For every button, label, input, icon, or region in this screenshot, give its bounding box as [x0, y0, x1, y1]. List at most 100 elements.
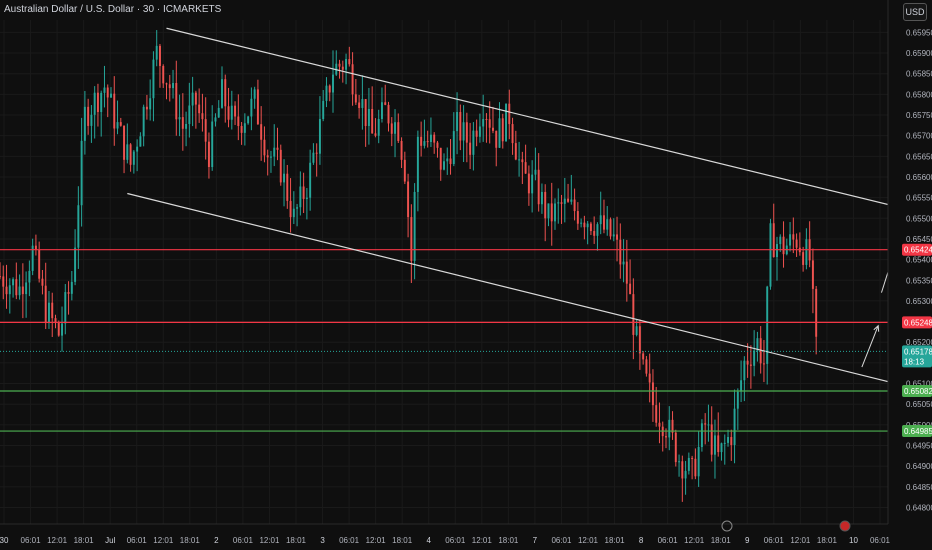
candle-body: [436, 142, 439, 148]
candle-body: [557, 202, 560, 204]
candle-body: [351, 64, 354, 95]
candle-body: [573, 199, 576, 212]
currency-button[interactable]: USD: [903, 3, 927, 21]
x-tick-label: 9: [745, 536, 750, 545]
candle-body: [746, 360, 749, 365]
candle-body: [665, 436, 667, 438]
candle-body: [433, 134, 436, 143]
candle-body: [730, 437, 733, 446]
candle-body: [302, 186, 305, 199]
candle-body: [501, 118, 504, 142]
candle-body: [283, 173, 286, 183]
x-tick-label: 06:01: [445, 536, 466, 545]
candle-body: [237, 116, 240, 127]
candle-body: [779, 236, 782, 245]
candle-body: [266, 155, 269, 158]
candle-body: [802, 252, 805, 265]
candle-body: [554, 203, 556, 222]
candle-body: [214, 117, 217, 122]
candle-body: [345, 59, 348, 70]
candle-body: [312, 152, 315, 163]
candle-body: [772, 223, 775, 258]
candle-body: [671, 419, 674, 433]
candle-body: [498, 118, 501, 148]
candle-body: [713, 435, 716, 455]
candle-body: [31, 245, 34, 271]
x-tick-label: 18:01: [392, 536, 413, 545]
candle-body: [230, 105, 233, 120]
candle-body: [90, 114, 93, 126]
candle-body: [426, 141, 429, 143]
candle-body: [292, 208, 295, 218]
candle-body: [717, 435, 720, 453]
candle-body: [70, 281, 73, 294]
price-axis: [888, 0, 932, 550]
candle-body: [188, 105, 191, 124]
candle-body: [400, 140, 403, 160]
candle-body: [332, 74, 334, 93]
candle-body: [250, 98, 253, 117]
candle-body: [527, 173, 530, 194]
candle-body: [710, 424, 713, 455]
candle-body: [658, 422, 661, 427]
candle-body: [41, 278, 44, 286]
candle-body: [106, 87, 109, 98]
symbol-title: Australian Dollar / U.S. Dollar · 30 · I…: [4, 4, 222, 15]
candle-body: [583, 222, 586, 228]
candle-body: [136, 146, 139, 152]
candle-body: [540, 191, 543, 205]
candle-body: [563, 198, 566, 204]
candle-body: [472, 130, 475, 155]
candle-body: [478, 126, 481, 137]
candle-body: [697, 447, 700, 477]
x-tick-label: 8: [639, 536, 644, 545]
candle-body: [776, 244, 778, 258]
candle-body: [152, 59, 155, 99]
candle-body: [416, 136, 419, 192]
candle-body: [315, 152, 318, 154]
candle-body: [452, 131, 455, 165]
candle-body: [361, 99, 364, 108]
candle-body: [240, 126, 243, 133]
candle-body: [397, 122, 400, 141]
candle-body: [567, 198, 570, 202]
candle-body: [749, 364, 752, 366]
candle-body: [374, 133, 377, 136]
x-tick-label: 12:01: [366, 536, 387, 545]
candle-body: [655, 405, 658, 423]
candle-body: [194, 92, 197, 105]
candle-body: [475, 130, 478, 137]
candle-body: [694, 458, 697, 477]
candle-body: [139, 136, 142, 147]
candle-body: [550, 203, 553, 222]
candle-body: [570, 199, 573, 202]
candle-body: [606, 219, 609, 230]
candle-body: [648, 373, 651, 383]
candle-body: [296, 207, 299, 209]
x-tick-label: 18:01: [817, 536, 838, 545]
candle-body: [47, 302, 50, 324]
x-tick-label: 18:01: [180, 536, 201, 545]
current-price-label: 0.65178: [904, 347, 932, 356]
level-tag-1: [902, 316, 932, 329]
candle-body: [420, 136, 423, 146]
x-tick-label: 7: [533, 536, 538, 545]
candle-body: [740, 380, 743, 392]
candle-body: [305, 197, 308, 199]
x-tick-label: 2: [214, 536, 219, 545]
candle-body: [743, 360, 746, 381]
candle-body: [518, 159, 521, 161]
candle-body: [495, 130, 498, 148]
candle-body: [145, 106, 148, 110]
candle-body: [674, 432, 677, 463]
x-tick-label: 06:01: [870, 536, 891, 545]
candle-body: [67, 292, 70, 294]
candle-body: [629, 283, 632, 295]
candle-body: [782, 236, 785, 255]
candle-body: [544, 191, 547, 219]
candle-body: [599, 215, 602, 225]
candle-body: [795, 239, 798, 248]
